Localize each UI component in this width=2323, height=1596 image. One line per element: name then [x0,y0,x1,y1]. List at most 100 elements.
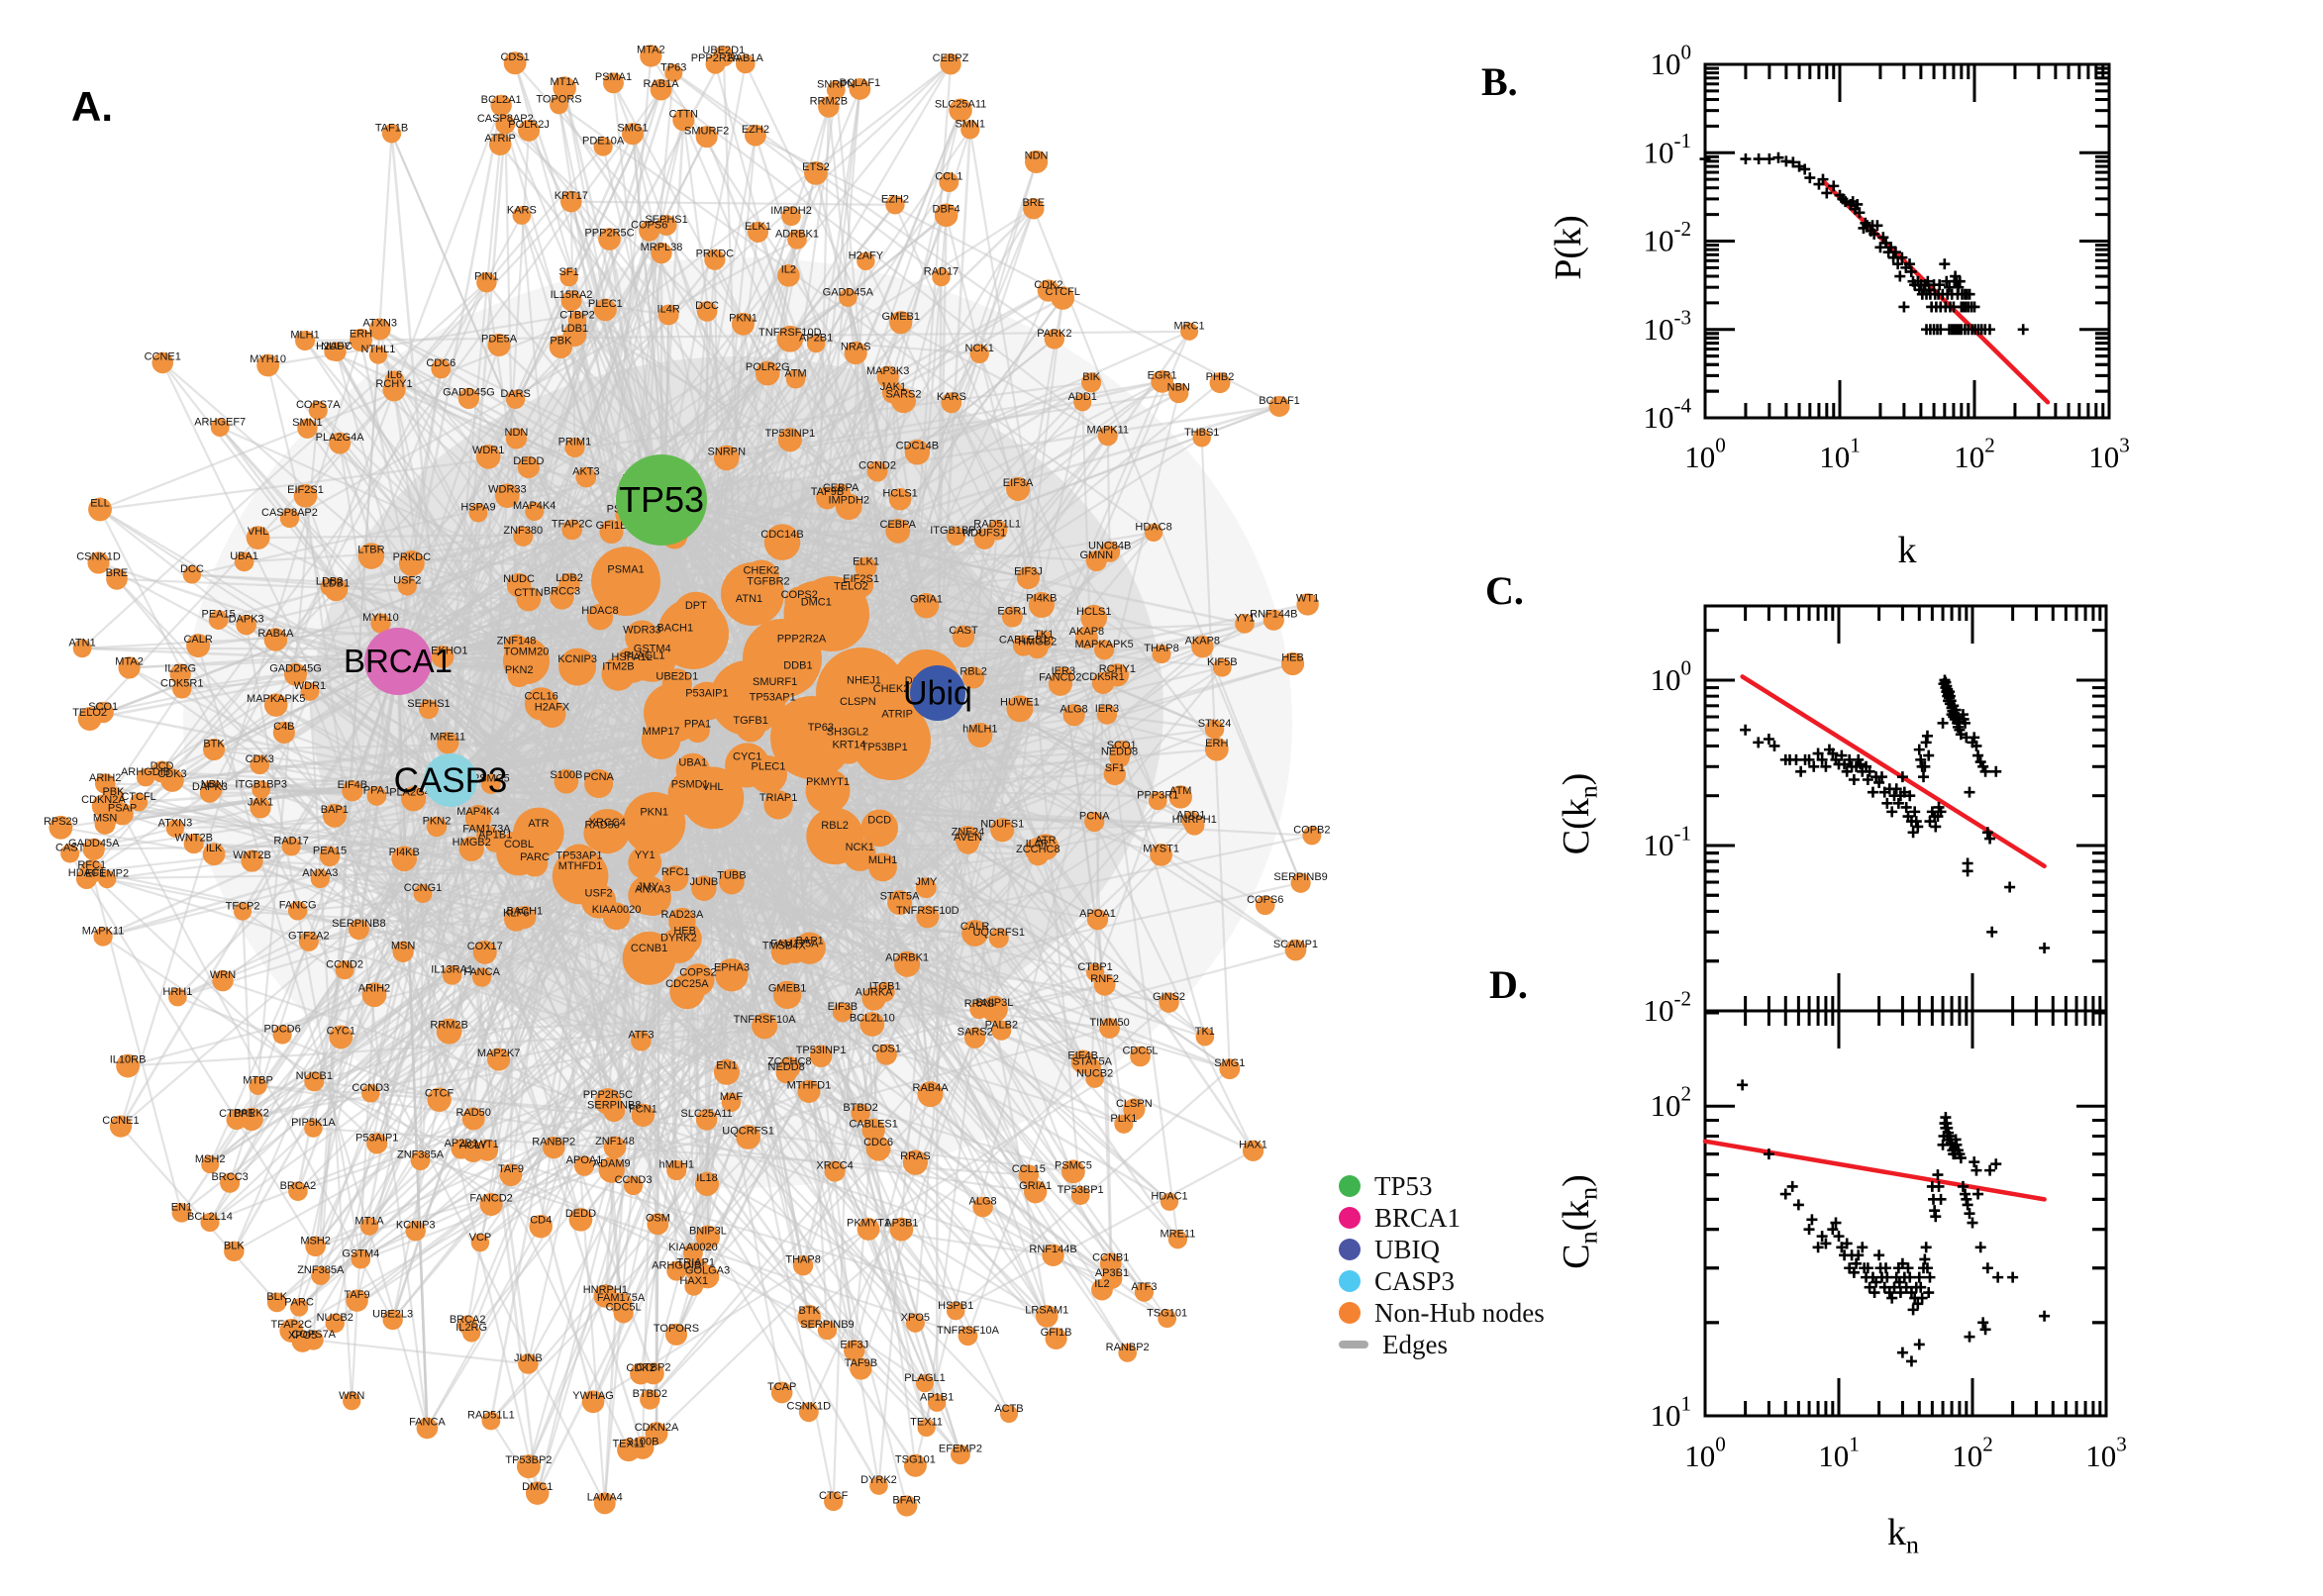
gene-label: JMY [915,876,938,888]
ticks-C [1705,606,2106,1011]
gene-label: BCL2L14 [187,1211,233,1223]
non-hub-node [200,1212,220,1233]
non-hub-node [651,242,672,264]
non-hub-node [224,1241,245,1262]
gene-label: WT1 [1296,593,1319,605]
gene-label: GADD45G [443,387,495,399]
gene-label: COPS6 [1247,894,1283,906]
gene-label: THAP8 [785,1254,820,1266]
gene-label: MSH2 [300,1235,331,1247]
gene-label: CALR [960,921,989,933]
gene-label: UQCRFS1 [722,1125,774,1137]
gene-label: ATN1 [736,593,762,605]
gene-label: PBK [102,786,125,798]
non-hub-node [941,392,962,414]
non-hub-node [305,1236,326,1257]
gene-label: UBA1 [230,550,258,562]
gene-label: GSTM4 [634,643,671,654]
gene-label: CCL1 [935,171,962,183]
non-hub-node [405,1220,426,1242]
gene-label: JUNB [689,876,718,888]
non-hub-node [1048,671,1072,696]
non-hub-node [599,519,624,545]
non-hub-node [623,792,686,855]
y-tick-label: 10-1 [1643,821,1691,862]
gene-label: SMG1 [617,122,648,134]
gene-label: RBL2 [821,820,849,832]
gene-label: BLK [266,1291,287,1303]
gene-label: EPHA3 [714,962,750,974]
tick-labels-B: 100 101 102 103 100 10-1 10-2 10-3 10-4 [1643,41,2129,475]
gene-label: ALG8 [968,1195,996,1207]
gene-label: GFI1B [1041,1327,1072,1339]
non-hub-node [382,1309,403,1331]
gene-label: FANCA [409,1417,446,1429]
gene-label: JAK1 [880,381,906,393]
non-hub-node [990,818,1015,843]
gene-label: UBE2L3 [372,1308,413,1320]
x-tick-label: 103 [2085,1433,2127,1474]
non-hub-node [1084,811,1105,833]
gene-label: GINS2 [1153,991,1185,1003]
non-hub-node [666,1159,687,1181]
gene-label: ZCCHC8 [767,1056,812,1068]
non-hub-node [598,1156,625,1183]
hub-node-ubiq [910,665,965,721]
gene-label: HMGB2 [453,837,491,848]
non-hub-node [1296,593,1319,616]
gene-label: CCNE1 [102,1115,139,1127]
non-hub-node [946,526,966,546]
gene-label: IER3 [1095,703,1119,715]
gene-label: ATR [528,818,549,830]
gene-label: CDC5L [606,1302,642,1314]
non-hub-node [1023,198,1045,220]
gene-label: TOPORS [536,94,581,106]
non-hub-node [457,387,480,410]
gene-label: PSMD1 [671,779,709,791]
gene-label: CDS1 [500,51,529,63]
gene-label: AKAP8 [1069,626,1104,638]
non-hub-node [1070,1186,1090,1205]
non-hub-node [487,333,511,357]
gene-label: IL2RG [164,662,196,674]
legend-label: CASP3 [1374,1265,1456,1296]
gene-label: DAPK3 [229,614,264,626]
gene-label: RAB1A [728,52,764,64]
gene-label: XPO5 [288,1330,317,1342]
gene-label: BNIP3L [689,1226,727,1238]
non-hub-node [591,547,660,617]
non-hub-node [250,797,271,819]
non-hub-node [744,124,766,147]
gene-label: TP63 [808,722,834,734]
gene-label: SCAMP1 [1273,939,1318,950]
gene-label: PLEC1 [588,298,623,310]
gene-label: KARS [507,204,537,216]
non-hub-node [797,1079,821,1104]
non-hub-node [516,586,542,612]
non-hub-node [713,46,735,67]
scatter-points-D [1737,1079,2051,1367]
gene-label: PKMYT1 [806,776,850,788]
gene-label: SNRPN [817,79,856,91]
gene-label: XRCC4 [816,1159,853,1171]
gene-label: BTK [203,738,225,749]
non-hub-node [382,378,406,402]
y-tick-label: 10-1 [1643,129,1691,170]
non-hub-node [517,455,540,479]
gene-label: TAF9B [845,1357,877,1369]
non-hub-node [1152,645,1171,664]
gene-label: SH3GL2 [827,727,868,739]
ticks-D [1705,1011,2106,1416]
non-hub-node [1302,826,1322,846]
non-hub-node [521,849,549,877]
gene-label: ARIH2 [89,772,121,784]
non-hub-node [625,620,659,655]
gene-label: RANBP2 [1106,1342,1150,1353]
gene-label: WDR33 [623,624,661,636]
gene-label: GSTM4 [342,1247,379,1259]
gene-label: CDC5L [1122,1045,1158,1056]
non-hub-node [785,368,806,389]
non-hub-node [416,1417,439,1440]
y-tick-label: 102 [1650,1082,1691,1124]
non-hub-node [672,109,695,132]
